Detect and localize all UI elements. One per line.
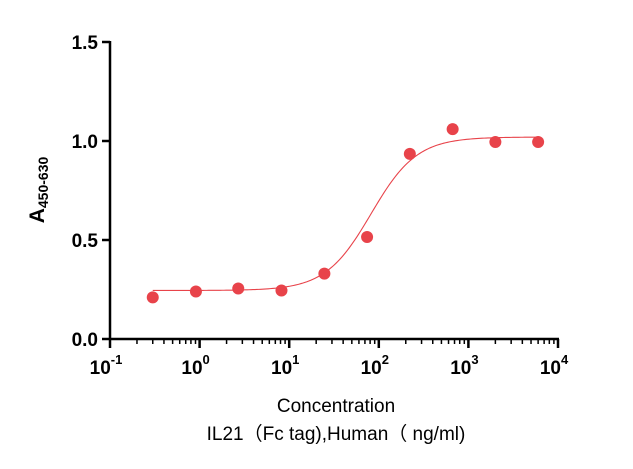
y-tick-label: 0.5 — [72, 231, 99, 252]
data-point — [318, 267, 331, 280]
data-point — [189, 285, 202, 298]
x-tick-label: 103 — [450, 352, 478, 379]
data-point — [146, 291, 159, 304]
fit-curve — [152, 136, 539, 292]
data-points — [146, 123, 545, 304]
x-tick-label: 104 — [540, 352, 569, 379]
y-tick-label: 0.0 — [72, 330, 98, 351]
data-point — [532, 135, 545, 148]
x-axis-label-line-2: IL21（Fc tag),Human（ ng/ml) — [207, 423, 466, 445]
y-axis-label-subscript: 450-630 — [35, 157, 51, 209]
x-tick-label: 100 — [181, 352, 209, 379]
data-point — [275, 284, 288, 297]
data-point — [232, 282, 245, 295]
data-point — [489, 135, 502, 148]
data-point — [403, 147, 416, 160]
data-point — [361, 231, 374, 244]
x-tick-label: 101 — [271, 352, 299, 379]
x-tick-label: 102 — [361, 352, 389, 379]
data-point — [446, 123, 459, 136]
y-tick-label: 1.0 — [72, 132, 98, 153]
x-tick-label: 10-1 — [90, 352, 123, 379]
y-axis-label: A450-630 — [26, 157, 51, 224]
y-tick-label: 1.5 — [72, 33, 99, 54]
x-axis-ticks: 10-1 100 101 102 103 104 — [90, 339, 569, 379]
y-axis-label-main: A — [26, 208, 49, 223]
y-axis-ticks: 0.0 0.5 1.0 1.5 — [72, 33, 110, 351]
x-axis-label-line-1: Concentration — [277, 396, 395, 417]
